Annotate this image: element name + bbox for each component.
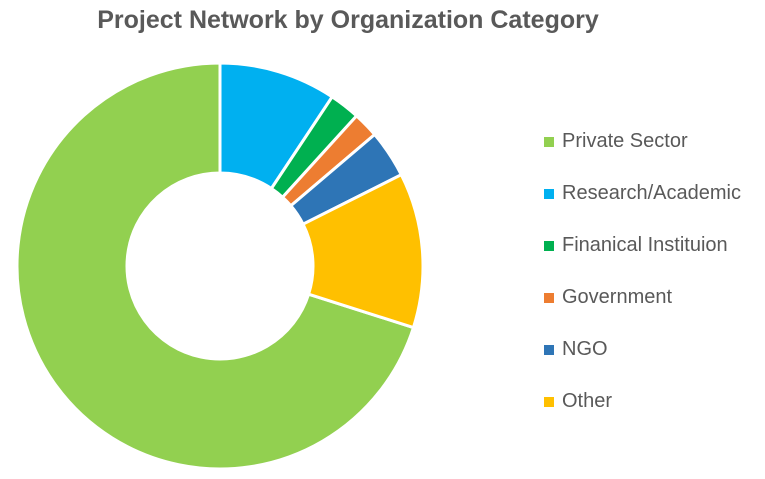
legend-item-other: Other (544, 388, 759, 414)
legend-item-private-sector: Private Sector (544, 128, 759, 154)
slice-other (301, 173, 425, 330)
legend-label: Other (562, 390, 613, 412)
slice-private-sector (15, 61, 415, 471)
legend-label: Government (562, 286, 673, 308)
legend-label: Finanical Instituion (562, 234, 728, 256)
legend-item-finanical-instituion: Finanical Instituion (544, 232, 759, 258)
legend-swatch (544, 189, 554, 199)
legend-label: Research/Academic (562, 182, 741, 204)
legend-item-ngo: NGO (544, 336, 759, 362)
legend: Private Sector Research/Academic Finanical… (544, 128, 759, 440)
legend-swatch (544, 345, 554, 355)
legend-swatch (544, 397, 554, 407)
legend-label: NGO (562, 338, 608, 360)
legend-swatch (544, 241, 554, 251)
legend-label: Private Sector (562, 130, 688, 152)
legend-swatch (544, 137, 554, 147)
chart-title: Project Network by Organization Category (97, 6, 599, 34)
legend-swatch (544, 293, 554, 303)
legend-item-government: Government (544, 284, 759, 310)
legend-item-research-academic: Research/Academic (544, 180, 759, 206)
